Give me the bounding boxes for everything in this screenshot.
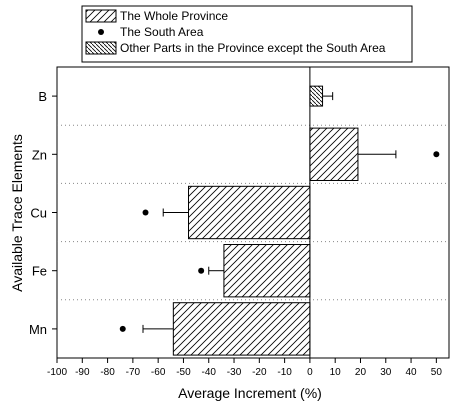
x-tick-label: -50 [176, 367, 191, 378]
x-tick-label: 30 [380, 367, 392, 378]
x-tick-label: -40 [202, 367, 217, 378]
x-tick-label: -30 [227, 367, 242, 378]
point [433, 151, 440, 158]
legend: The Whole Province The South Area Other … [81, 5, 413, 63]
x-tick-label: -70 [126, 367, 141, 378]
legend-frame [81, 5, 413, 63]
point [142, 209, 149, 216]
legend-label-whole-province: The Whole Province [120, 9, 228, 23]
x-tick-label: 10 [330, 367, 342, 378]
x-tick-label: -80 [100, 367, 115, 378]
x-axis-label: Average Increment (%) [178, 385, 322, 401]
legend-label-south-area: The South Area [120, 25, 204, 39]
x-tick-label: 0 [307, 367, 313, 378]
legend-label-other-parts: Other Parts in the Province except the S… [120, 41, 386, 55]
y-tick-label: B [38, 89, 47, 104]
plot-area: -100 -90 -80 -70 -60 -50 -40 -30 -20 -10 0 10 20 30 40… [29, 66, 450, 378]
bar [172, 302, 311, 356]
point [198, 267, 205, 274]
x-tick-label: 40 [406, 367, 418, 378]
bar [223, 244, 311, 298]
bar [188, 185, 311, 240]
legend-swatch-other-parts [85, 41, 117, 55]
y-tick-label: Fe [32, 264, 47, 279]
legend-swatch-whole-province [85, 9, 117, 23]
y-tick-label: Mn [29, 322, 47, 337]
x-tick-label: 20 [355, 367, 367, 378]
x-tick-label: -100 [47, 367, 67, 378]
x-tick-label: -60 [151, 367, 166, 378]
bar [309, 85, 324, 107]
x-tick-label: -10 [277, 367, 292, 378]
x-tick-label: -90 [75, 367, 90, 378]
y-tick-label: Zn [32, 147, 47, 162]
x-tick-label: 50 [431, 367, 443, 378]
y-tick-label: Cu [30, 206, 47, 221]
y-axis-label: Available Trace Elements [9, 134, 25, 292]
x-tick-label: -20 [252, 367, 267, 378]
legend-marker-south-area [98, 29, 104, 35]
point [119, 325, 126, 332]
bar [309, 127, 359, 181]
